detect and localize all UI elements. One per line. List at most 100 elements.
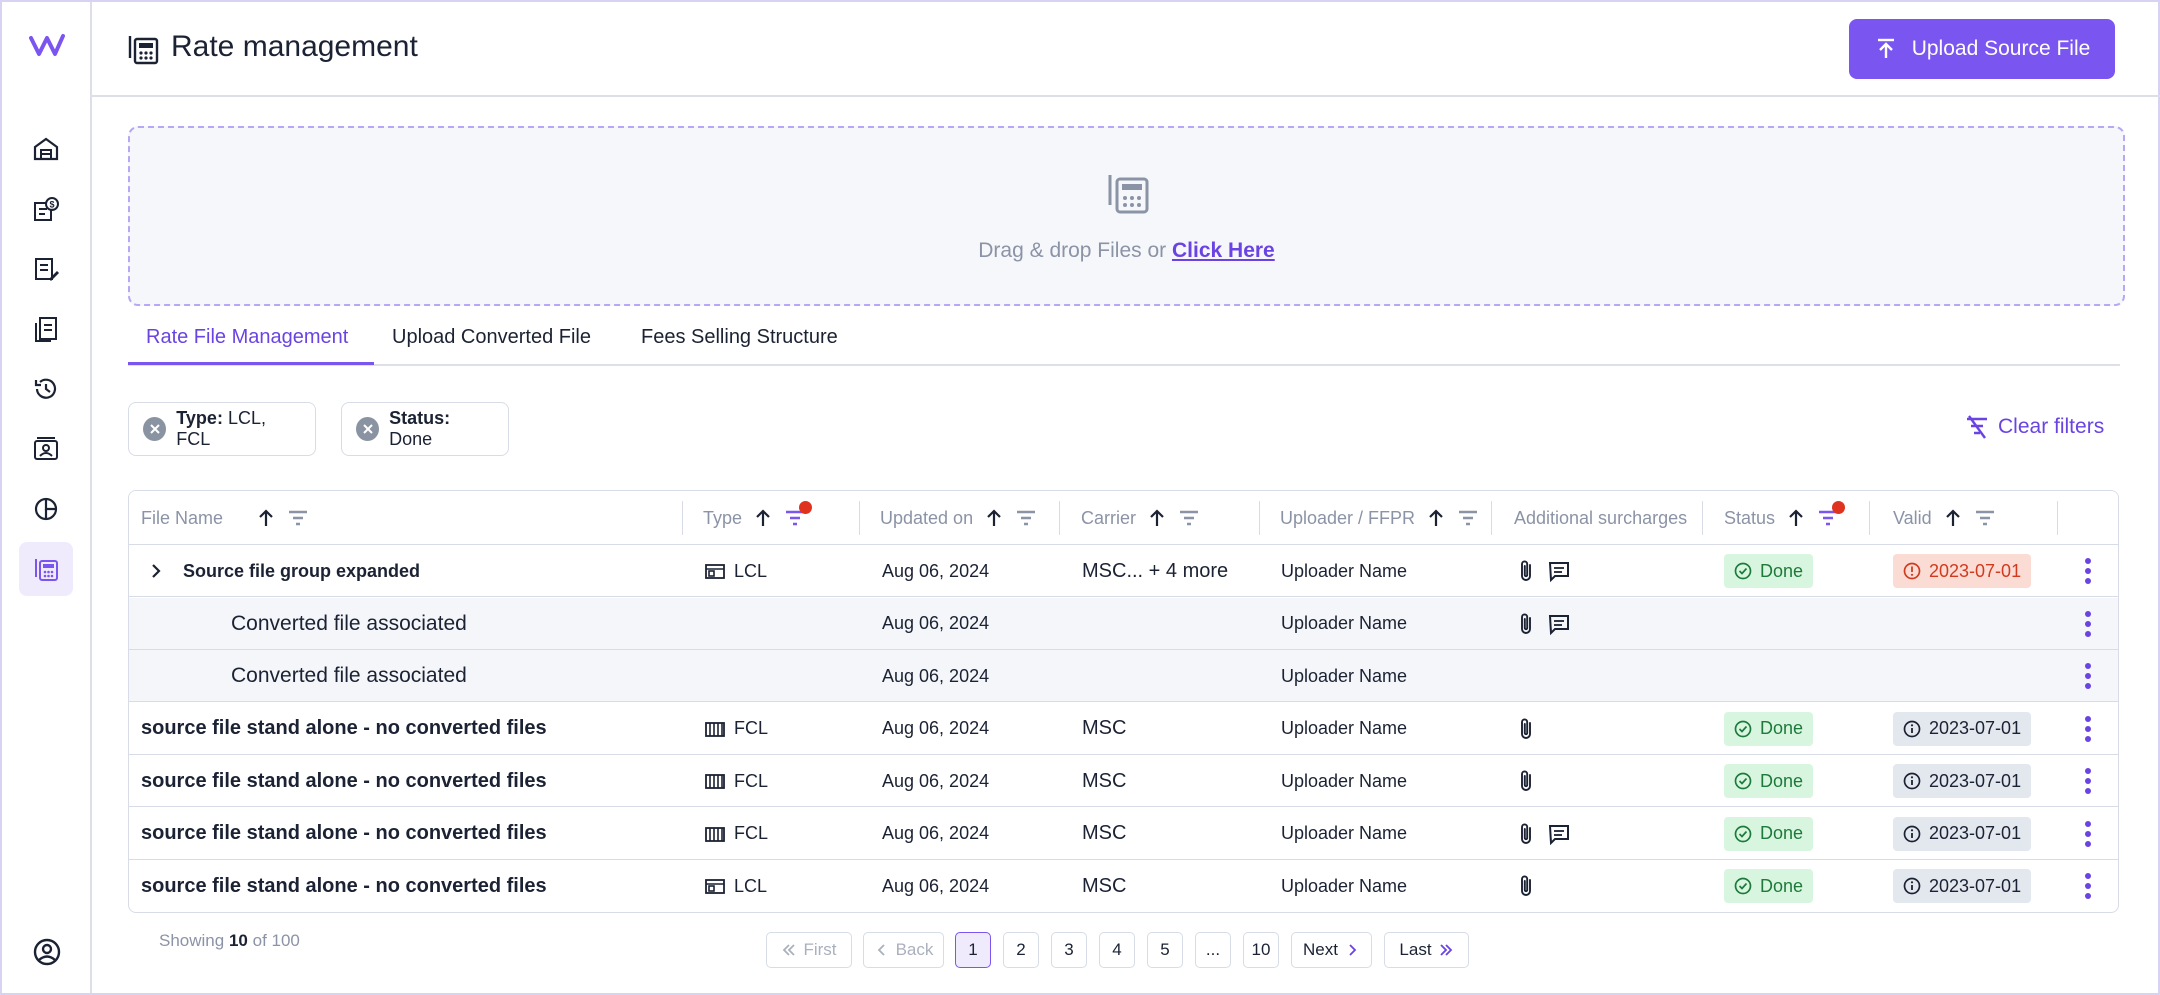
pager-page-3[interactable]: 3 bbox=[1051, 932, 1087, 968]
paperclip-icon[interactable] bbox=[1514, 716, 1540, 742]
paperclip-icon[interactable] bbox=[1514, 821, 1540, 847]
user-profile-icon[interactable] bbox=[29, 934, 65, 970]
sidebar-item-contacts[interactable] bbox=[19, 422, 73, 476]
column-header[interactable]: File Name bbox=[141, 491, 309, 545]
close-icon[interactable] bbox=[143, 417, 167, 441]
pager-first-button[interactable]: First bbox=[766, 932, 852, 968]
table-header: File Name Type Updated on Carrier Uploader /… bbox=[129, 491, 2118, 545]
valid-date-text: 2023-07-01 bbox=[1929, 823, 2022, 843]
info-circle-icon bbox=[1903, 772, 1921, 790]
sort-arrow-up-icon[interactable] bbox=[1785, 507, 1807, 529]
status-badge: Done bbox=[1724, 711, 1814, 746]
paperclip-icon[interactable] bbox=[1514, 558, 1540, 584]
column-filter-icon[interactable] bbox=[784, 501, 813, 529]
sort-arrow-up-icon[interactable] bbox=[983, 507, 1005, 529]
column-filter-icon[interactable] bbox=[1178, 507, 1200, 529]
file-dropzone[interactable]: Drag & drop Files or Click Here bbox=[128, 126, 2125, 306]
sidebar-item-warehouse[interactable] bbox=[19, 122, 73, 176]
invoice-edit-icon bbox=[35, 258, 59, 281]
upload-source-file-button[interactable]: Upload Source File bbox=[1849, 19, 2115, 79]
showing-number: 10 bbox=[228, 931, 248, 950]
pager-next-button[interactable]: Next bbox=[1291, 932, 1372, 968]
sidebar-item-analytics[interactable] bbox=[19, 482, 73, 536]
dropzone-click-here-link[interactable]: Click Here bbox=[1172, 239, 1275, 262]
comment-icon[interactable] bbox=[1546, 558, 1572, 584]
uploader-cell: Uploader Name bbox=[1281, 650, 1407, 702]
tab-fees-selling-structure[interactable]: Fees Selling Structure bbox=[641, 326, 838, 348]
page-title: Rate management bbox=[171, 30, 418, 63]
valid-cell: 2023-07-01 bbox=[1893, 860, 2032, 912]
valid-date-badge: 2023-07-01 bbox=[1893, 816, 2032, 851]
table-row[interactable]: source file stand alone - no converted f… bbox=[129, 755, 2118, 807]
table-child-row[interactable]: Converted file associated Aug 06, 2024 Upl… bbox=[129, 597, 2118, 650]
sidebar-item-money[interactable]: $ bbox=[19, 182, 73, 236]
sort-arrow-up-icon[interactable] bbox=[1425, 507, 1447, 529]
table-row[interactable]: Source file group expanded LCL Aug 06, 202… bbox=[129, 545, 2118, 597]
column-header[interactable]: Updated on bbox=[880, 491, 1037, 545]
pager-page-5[interactable]: 5 bbox=[1147, 932, 1183, 968]
pager-page-10[interactable]: 10 bbox=[1243, 932, 1279, 968]
sort-arrow-up-icon[interactable] bbox=[752, 507, 774, 529]
close-icon[interactable] bbox=[356, 417, 380, 441]
column-filter-icon[interactable] bbox=[1015, 507, 1037, 529]
pager-page-1[interactable]: 1 bbox=[955, 932, 991, 968]
table-row[interactable]: source file stand alone - no converted f… bbox=[129, 808, 2118, 860]
pager-page-4[interactable]: 4 bbox=[1099, 932, 1135, 968]
table-row[interactable]: source file stand alone - no converted f… bbox=[129, 703, 2118, 755]
upload-icon bbox=[1877, 38, 1894, 58]
sort-arrow-up-icon[interactable] bbox=[1942, 507, 1964, 529]
column-filter-icon[interactable] bbox=[1974, 507, 1996, 529]
row-menu-icon[interactable] bbox=[2084, 558, 2092, 584]
file-name-text: Source file group expanded bbox=[183, 560, 421, 581]
sort-arrow-up-icon[interactable] bbox=[1146, 507, 1168, 529]
pager-ellipsis[interactable]: ... bbox=[1195, 932, 1231, 968]
column-header[interactable]: Uploader / FFPR bbox=[1280, 491, 1479, 545]
paperclip-icon[interactable] bbox=[1514, 611, 1540, 637]
comment-icon[interactable] bbox=[1546, 821, 1572, 847]
row-menu-icon[interactable] bbox=[2084, 715, 2092, 742]
sidebar-item-documents[interactable] bbox=[19, 302, 73, 356]
column-header[interactable]: Type bbox=[703, 491, 813, 545]
type-cell: LCL bbox=[704, 860, 767, 912]
paperclip-icon[interactable] bbox=[1514, 768, 1540, 794]
row-menu-icon[interactable] bbox=[2084, 663, 2092, 689]
table-child-row[interactable]: Converted file associated Aug 06, 2024 Upl… bbox=[129, 650, 2118, 702]
status-cell: Done bbox=[1724, 808, 1814, 860]
brand-logo-icon[interactable] bbox=[27, 26, 67, 66]
column-header[interactable]: Carrier bbox=[1081, 491, 1200, 545]
row-menu-icon[interactable] bbox=[2084, 820, 2092, 847]
row-menu-icon[interactable] bbox=[2084, 610, 2092, 637]
column-filter-icon[interactable] bbox=[1457, 507, 1479, 529]
sidebar-item-history[interactable] bbox=[19, 362, 73, 416]
clear-filters-button[interactable]: Clear filters bbox=[1964, 414, 2104, 440]
comment-icon[interactable] bbox=[1546, 611, 1572, 637]
sort-arrow-up-icon[interactable] bbox=[255, 507, 277, 529]
table-row[interactable]: source file stand alone - no converted f… bbox=[129, 860, 2118, 912]
sidebar-item-rate-management[interactable] bbox=[19, 542, 73, 596]
column-filter-icon[interactable] bbox=[287, 507, 309, 529]
column-header[interactable]: Valid bbox=[1893, 491, 1996, 545]
row-menu-icon[interactable] bbox=[2084, 768, 2092, 794]
rate-files-table: File Name Type Updated on Carrier Uploader /… bbox=[128, 490, 2119, 913]
chevron-right-icon[interactable] bbox=[147, 562, 165, 580]
column-filter-icon[interactable] bbox=[1817, 501, 1846, 529]
column-header[interactable]: Status bbox=[1724, 491, 1846, 545]
tab-upload-converted-file[interactable]: Upload Converted File bbox=[392, 326, 591, 348]
column-divider bbox=[1702, 501, 1703, 535]
file-name-cell-text: source file stand alone - no converted f… bbox=[141, 822, 547, 844]
column-header[interactable]: Additional surcharges bbox=[1514, 491, 1687, 545]
column-header-label: Additional surcharges bbox=[1514, 507, 1688, 528]
column-divider bbox=[2057, 501, 2058, 535]
pager-last-button[interactable]: Last bbox=[1384, 932, 1469, 968]
tab-rate-file-management[interactable]: Rate File Management bbox=[146, 326, 349, 348]
pager-back-button[interactable]: Back bbox=[863, 932, 944, 968]
valid-date-badge-expired: 2023-07-01 bbox=[1893, 554, 2032, 588]
sidebar-item-invoice[interactable] bbox=[19, 242, 73, 296]
check-circle-icon bbox=[1734, 562, 1752, 580]
updated-cell-text: Aug 06, 2024 bbox=[882, 770, 990, 791]
pager-page-2[interactable]: 2 bbox=[1003, 932, 1039, 968]
row-menu-icon[interactable] bbox=[2084, 873, 2092, 899]
type-cell-text: LCL bbox=[734, 875, 768, 896]
paperclip-icon[interactable] bbox=[1514, 873, 1540, 899]
updated-cell-text: Aug 06, 2024 bbox=[882, 875, 990, 896]
